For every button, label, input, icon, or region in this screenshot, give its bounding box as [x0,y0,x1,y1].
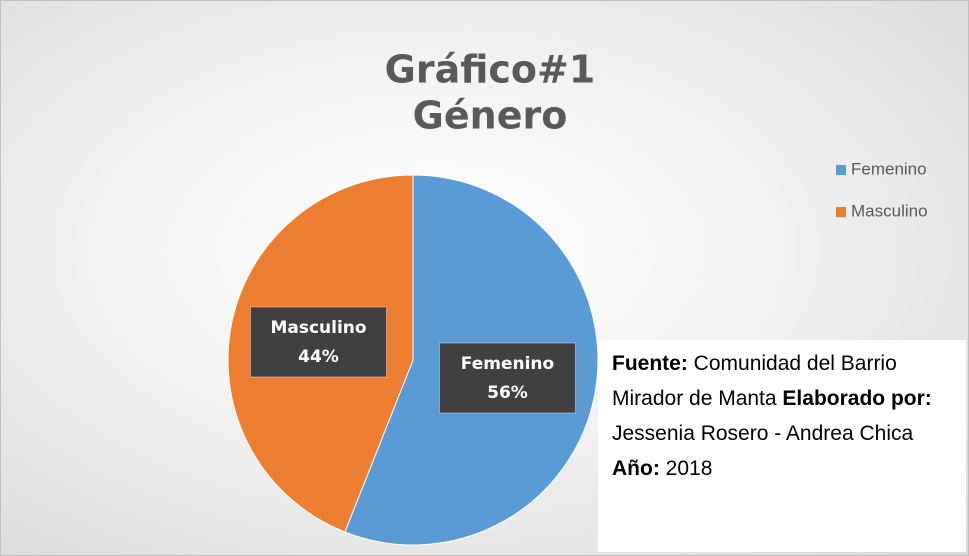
chart-subtitle: Género [413,94,568,138]
data-label-value: 56% [487,383,528,403]
note-text: 2018 [665,457,713,480]
note-text: Jessenia Rosero - Andrea Chica [612,422,914,445]
source-note: Fuente: Comunidad del Barrio Mirador de … [598,340,966,552]
data-label: Femenino 56% [438,342,576,414]
data-label: Masculino 44% [250,306,388,378]
data-label-category: Masculino [270,318,366,338]
legend-label: Femenino [851,159,927,178]
data-label-box [438,342,576,414]
legend-label: Masculino [851,201,928,220]
chart-title: Gráfico#1 [385,48,596,92]
data-label-value: 44% [298,347,339,367]
legend-swatch [836,165,846,175]
note-label: Elaborado por: [782,387,932,410]
note-label: Fuente: [612,352,688,375]
legend-swatch [836,207,846,217]
note-text: Comunidad del Barrio Mirador de Manta [612,352,897,410]
note-label: Año: [612,457,660,480]
data-label-category: Femenino [461,354,554,374]
data-label-box [250,306,388,378]
